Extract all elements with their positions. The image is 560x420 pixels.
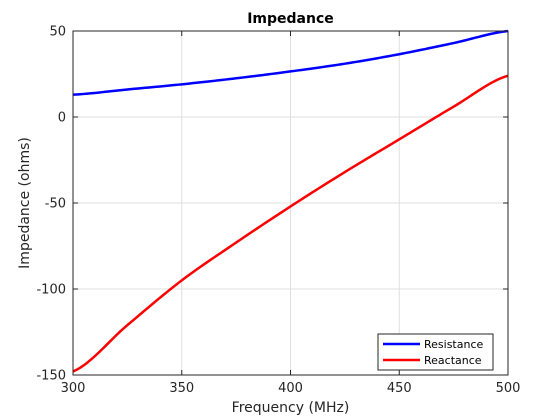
y-tick-label: -100: [36, 283, 66, 298]
y-tick-label: -50: [45, 197, 66, 212]
series-lines: [72, 29, 509, 373]
series-line-resistance: [72, 29, 509, 96]
ticks: 300 350 400 450 500 -150 -100 -50 0 50: [36, 25, 520, 397]
chart-title: Impedance: [247, 11, 334, 27]
y-tick-label: -150: [36, 369, 66, 384]
legend-box: [377, 333, 494, 371]
x-tick-label: 450: [387, 381, 412, 396]
legend-items: Resistance Reactance: [383, 338, 484, 367]
legend-label-resistance: Resistance: [424, 338, 484, 351]
series-line-reactance: [72, 74, 509, 373]
x-tick-label: 500: [496, 381, 521, 396]
x-tick-label: 300: [61, 381, 86, 396]
x-tick-label: 350: [169, 381, 194, 396]
x-tick-label: 400: [278, 381, 303, 396]
y-tick-label: 0: [58, 111, 66, 126]
legend-label-reactance: Reactance: [424, 354, 482, 367]
legend: Resistance Reactance: [377, 333, 494, 371]
y-axis-label: Impedance (ohms): [17, 137, 33, 269]
y-tick-label: 50: [49, 25, 66, 40]
x-axis-label: Frequency (MHz): [232, 400, 350, 416]
